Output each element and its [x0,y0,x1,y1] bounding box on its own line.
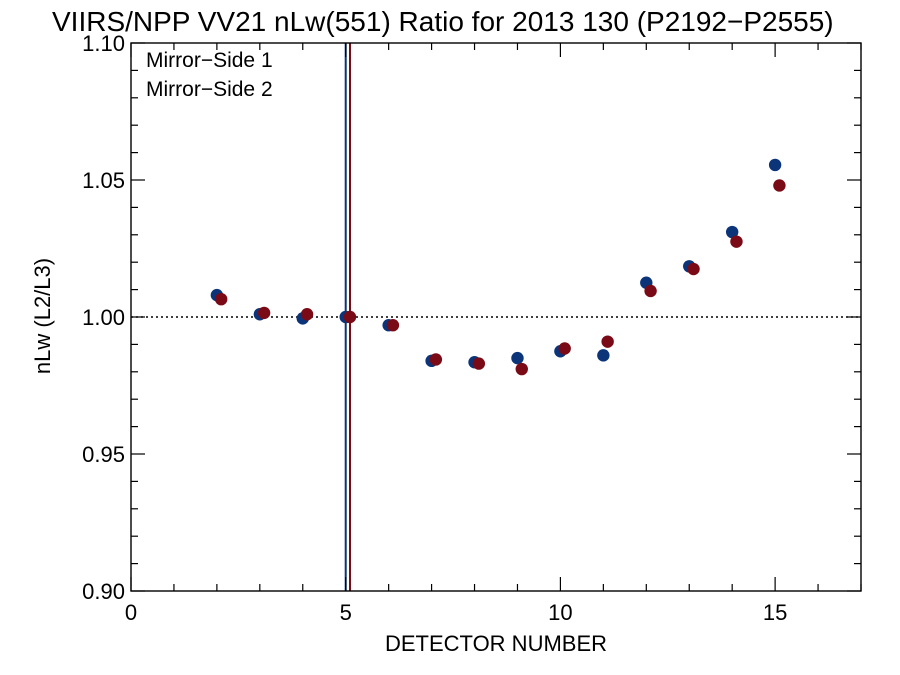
x-tick-label: 10 [548,600,572,625]
point-mirror-side-2 [214,292,228,306]
point-mirror-side-2 [386,319,400,332]
axis-ticks [130,42,862,592]
point-mirror-side-2 [644,284,657,298]
point-mirror-side-2 [472,357,486,370]
point-mirror-side-2 [343,310,357,324]
point-mirror-side-2 [730,235,743,248]
x-tick-label: 5 [340,600,352,625]
point-mirror-side-1 [725,225,739,239]
legend: Mirror−Side 1 Mirror−Side 2 [146,49,273,101]
point-mirror-side-2 [429,353,443,366]
point-mirror-side-2 [558,342,571,355]
x-tick-label: 0 [125,600,137,625]
point-mirror-side-1 [768,158,782,172]
chart-title: VIIRS/NPP VV21 nLw(551) Ratio for 2013 1… [52,6,834,37]
legend-entry-mirror-side-1: Mirror−Side 1 [146,49,273,72]
point-mirror-side-1 [597,349,610,362]
y-axis-label: nLw (L2/L3) [30,258,55,374]
point-mirror-side-2 [773,179,786,192]
y-tick-label: 1.05 [82,168,125,193]
x-axis-label: DETECTOR NUMBER [385,631,607,656]
y-tick-label: 0.90 [82,579,125,604]
y-tick-label: 1.00 [82,305,125,330]
data-points [210,158,786,376]
x-tick-label: 15 [763,600,787,625]
point-mirror-side-2 [515,362,528,376]
point-mirror-side-2 [257,306,271,320]
point-mirror-side-1 [511,351,524,365]
y-tick-label: 0.95 [82,442,125,467]
point-mirror-side-2 [687,262,700,276]
tick-labels: 0 5 10 15 0.90 0.95 1.00 1.05 1.10 [82,31,787,625]
y-tick-label: 1.10 [82,31,125,56]
point-mirror-side-2 [601,335,614,348]
point-mirror-side-2 [300,308,314,321]
legend-entry-mirror-side-2: Mirror−Side 2 [146,78,273,101]
